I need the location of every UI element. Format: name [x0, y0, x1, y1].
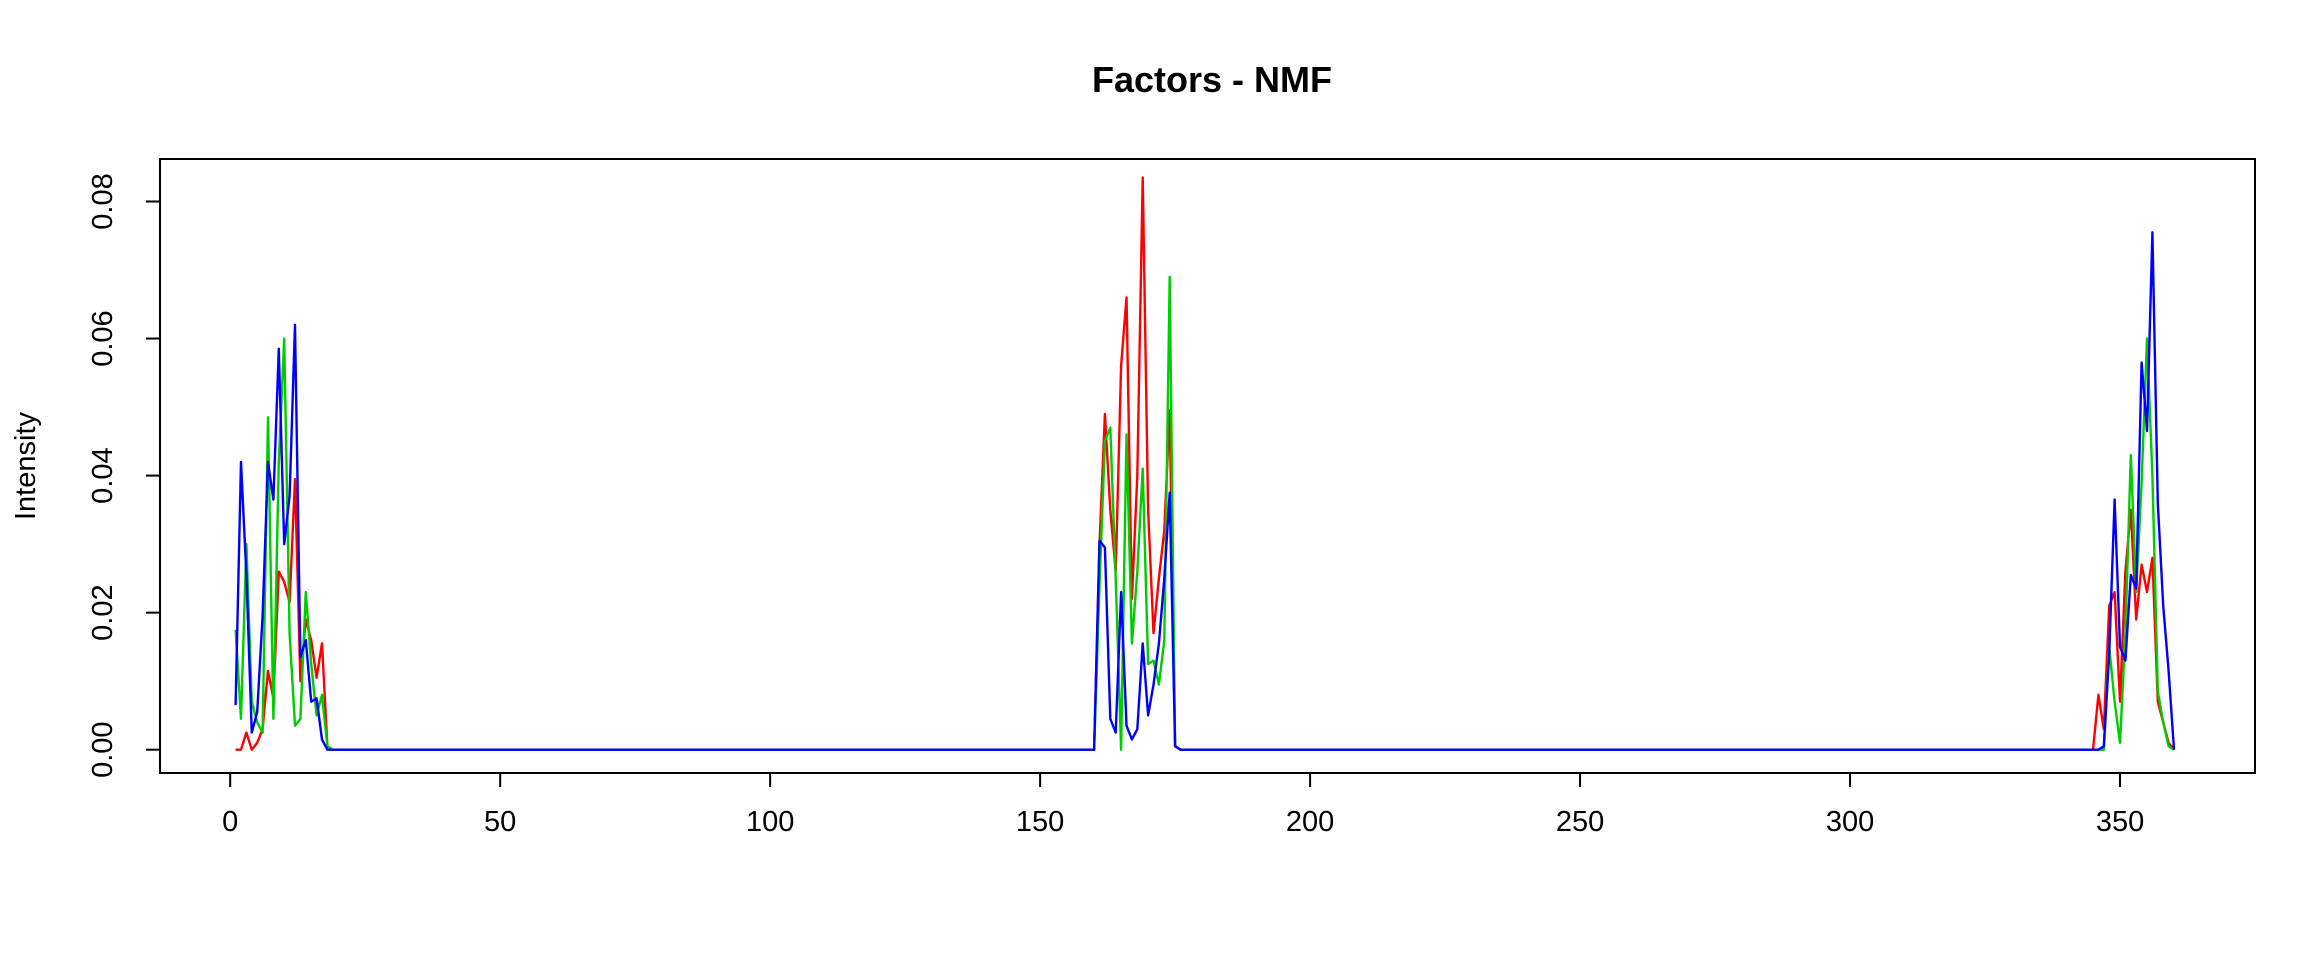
y-axis: 0.00 0.02 0.04 0.06 0.08 — [87, 173, 161, 778]
x-tick-label: 350 — [2096, 806, 2144, 838]
x-tick-label: 150 — [1016, 806, 1064, 838]
plot-frame — [159, 158, 2256, 774]
x-tick-label: 0 — [222, 806, 238, 838]
x-tick-label: 50 — [484, 806, 516, 838]
series-line-green — [234, 275, 2175, 751]
chart-title: Factors - NMF — [1092, 59, 1332, 100]
series-layer — [234, 176, 2176, 751]
x-tick-label: 300 — [1826, 806, 1874, 838]
y-tick-label: 0.06 — [87, 310, 119, 366]
x-tick-label: 100 — [746, 806, 794, 838]
series-line-red — [235, 176, 2175, 751]
x-tick-label: 200 — [1286, 806, 1334, 838]
y-axis-label: Intensity — [10, 412, 42, 520]
y-tick-label: 0.04 — [87, 447, 119, 503]
y-tick-label: 0.02 — [87, 584, 119, 640]
y-tick-label: 0.00 — [87, 721, 119, 777]
x-axis: 0 50 100 150 200 250 300 350 — [222, 772, 2144, 838]
series-line-blue — [234, 231, 2176, 751]
x-tick-label: 250 — [1556, 806, 1604, 838]
y-tick-label: 0.08 — [87, 173, 119, 229]
